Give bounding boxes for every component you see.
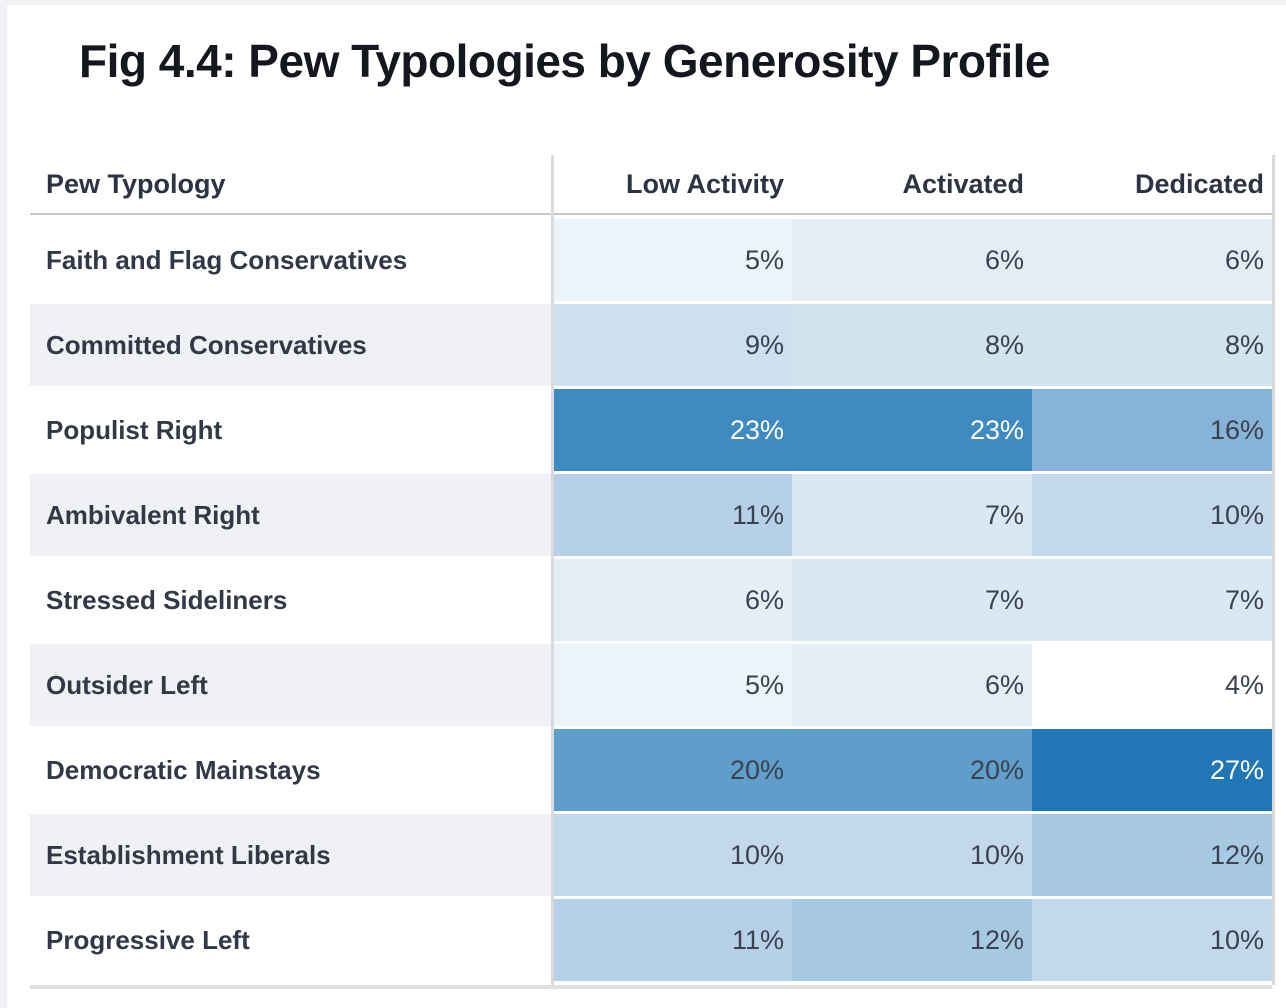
table-body: Faith and Flag Conservatives 5% 6% 6% Commit… [30,219,1272,981]
table-row-establishment-liberals: Establishment Liberals 10% 10% 12% [30,814,1272,896]
heatmap-cell-stressed-sideliners-low-activity: 6% [553,559,792,641]
heatmap-cell-populist-right-activated: 23% [792,389,1032,471]
heatmap-cell-stressed-sideliners-activated: 7% [792,559,1032,641]
heatmap-cell-progressive-left-low-activity: 11% [553,899,792,981]
heatmap-cell-outsider-left-low-activity: 5% [553,644,792,726]
table-row-progressive-left: Progressive Left 11% 12% 10% [30,899,1272,981]
table-row-committed-conservatives: Committed Conservatives 9% 8% 8% [30,304,1272,386]
heatmap-cell-stressed-sideliners-dedicated: 7% [1032,559,1272,641]
row-label: Democratic Mainstays [46,754,321,785]
heatmap-cell-outsider-left-activated: 6% [792,644,1032,726]
column-divider-right [1272,155,1275,985]
heatmap-cell-democratic-mainstays-low-activity: 20% [553,729,792,811]
heatmap-cell-democratic-mainstays-dedicated: 27% [1032,729,1272,811]
row-label: Committed Conservatives [30,304,553,386]
heatmap-cell-committed-conservatives-dedicated: 8% [1032,304,1272,386]
heatmap-cell-ambivalent-right-activated: 7% [792,474,1032,556]
row-header-pew-typology: Pew Typology [46,168,226,199]
table-row-ambivalent-right: Ambivalent Right 11% 7% 10% [30,474,1272,556]
table-row-outsider-left: Outsider Left 5% 6% 4% [30,644,1272,726]
heatmap-cell-democratic-mainstays-activated: 20% [792,729,1032,811]
heatmap-cell-faith-and-flag-conservatives-low-activity: 5% [553,219,792,301]
table-row-stressed-sideliners: Stressed Sideliners 6% 7% 7% [30,559,1272,641]
column-header-low-activity: Low Activity [625,168,784,199]
table-row-faith-and-flag-conservatives: Faith and Flag Conservatives 5% 6% 6% [30,219,1272,301]
row-label: Ambivalent Right [30,474,553,556]
heatmap-cell-progressive-left-dedicated: 10% [1032,899,1272,981]
table-header-row: Pew Typology Low Activity Activated Dedica… [30,155,1272,215]
row-label: Populist Right [46,414,223,445]
heatmap-cell-populist-right-low-activity: 23% [553,389,792,471]
column-divider-left [551,155,554,985]
heatmap-cell-populist-right-dedicated: 16% [1032,389,1272,471]
row-label: Progressive Left [46,924,250,955]
heatmap-cell-ambivalent-right-dedicated: 10% [1032,474,1272,556]
figure-title: Fig 4.4: Pew Typologies by Generosity Pr… [79,35,1051,87]
heatmap-cell-outsider-left-dedicated: 4% [1032,644,1272,726]
page-border-top [0,0,1286,5]
heatmap-cell-establishment-liberals-dedicated: 12% [1032,814,1272,896]
table-row-democratic-mainstays: Democratic Mainstays 20% 20% 27% [30,729,1272,811]
typology-heatmap-table: Pew Typology Low Activity Activated Dedica… [30,155,1275,989]
column-header-dedicated: Dedicated [1134,168,1264,199]
table-row-populist-right: Populist Right 23% 23% 16% [30,389,1272,471]
page-border-left [0,0,7,1008]
heatmap-cell-progressive-left-activated: 12% [792,899,1032,981]
heatmap-cell-faith-and-flag-conservatives-dedicated: 6% [1032,219,1272,301]
heatmap-cell-committed-conservatives-low-activity: 9% [553,304,792,386]
heatmap-cell-faith-and-flag-conservatives-activated: 6% [792,219,1032,301]
heatmap-cell-establishment-liberals-activated: 10% [792,814,1032,896]
row-label: Establishment Liberals [30,814,553,896]
column-header-activated: Activated [902,168,1024,199]
heatmap-cell-committed-conservatives-activated: 8% [792,304,1032,386]
heatmap-cell-ambivalent-right-low-activity: 11% [553,474,792,556]
heatmap-cell-establishment-liberals-low-activity: 10% [553,814,792,896]
row-label: Stressed Sideliners [46,584,288,615]
row-label: Faith and Flag Conservatives [46,244,408,275]
row-label: Outsider Left [30,644,553,726]
